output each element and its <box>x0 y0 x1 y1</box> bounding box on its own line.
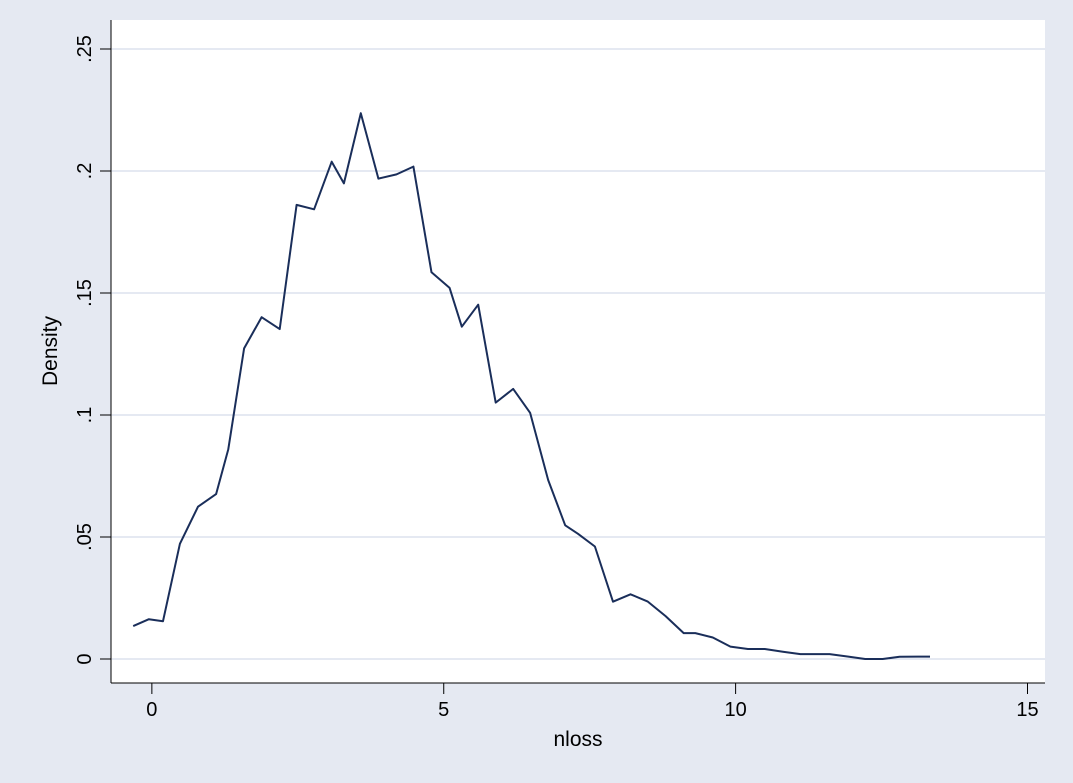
y-tick-label-4: .2 <box>74 163 96 180</box>
series-group <box>132 112 930 660</box>
y-tick-label-1: .05 <box>74 523 96 551</box>
y-tick-label-3: .15 <box>74 279 96 307</box>
grid-lines <box>111 48 1045 660</box>
x-tick-label-1: 5 <box>438 699 449 721</box>
x-axis-title: nloss <box>553 728 602 751</box>
series-line-0 <box>132 112 930 660</box>
y-axis-title: Density <box>39 315 62 386</box>
x-tick-label-0: 0 <box>146 699 157 721</box>
y-tick-label-2: .1 <box>74 407 96 424</box>
x-axis-ticks: 0 5 10 15 <box>146 683 1039 721</box>
y-tick-label-5: .25 <box>74 35 96 63</box>
x-tick-label-3: 15 <box>1016 699 1038 721</box>
plot-area <box>111 20 1045 683</box>
x-tick-label-2: 10 <box>724 699 746 721</box>
y-axis-ticks: 0 .05 .1 .15 .2 .25 <box>74 35 111 665</box>
y-tick-label-0: 0 <box>74 653 96 664</box>
